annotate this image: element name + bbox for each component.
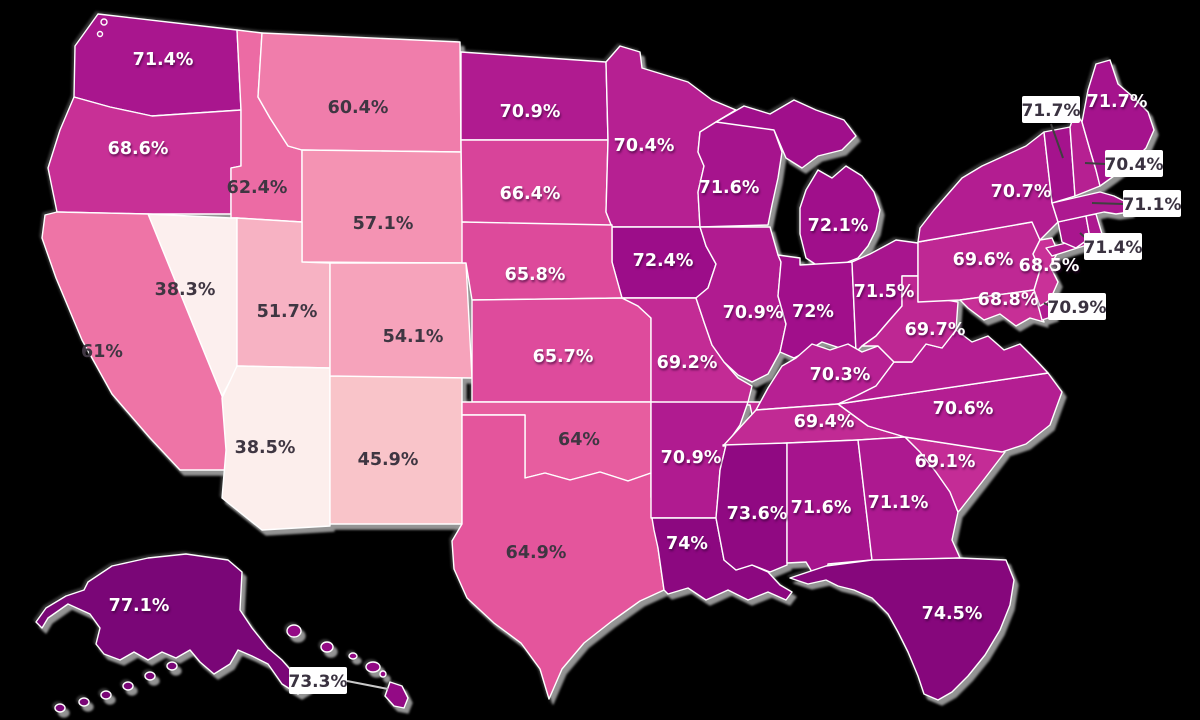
- leader-line-hawaii: [346, 680, 389, 690]
- state-mississippi[interactable]: [715, 442, 788, 573]
- hawaii-island[interactable]: [320, 641, 334, 653]
- state-wyoming[interactable]: [301, 149, 464, 264]
- callout-box-new-hampshire: [1105, 150, 1163, 177]
- callout-vermont: 71.7%: [1022, 96, 1081, 159]
- state-colorado[interactable]: [329, 262, 473, 379]
- state-south-carolina[interactable]: [904, 436, 1006, 513]
- callout-hawaii: 73.3%: [289, 667, 389, 694]
- state-florida[interactable]: [789, 557, 1015, 701]
- state-arizona[interactable]: [221, 365, 331, 531]
- callout-box-massachusetts: [1123, 190, 1181, 217]
- hawaii-island[interactable]: [348, 652, 358, 660]
- state-alaska[interactable]: [35, 553, 309, 695]
- state-north-dakota[interactable]: [460, 51, 609, 141]
- callout-box-hawaii: [289, 667, 347, 694]
- callout-value-connecticut: 71.4%: [1084, 238, 1143, 258]
- callout-labels: 71.7% 70.4% 71.1% 71.4% 70.9% 73.3%: [289, 96, 1182, 694]
- leader-line-new-hampshire: [1084, 162, 1106, 165]
- alaska-aleutian-island[interactable]: [78, 697, 90, 707]
- state-washington-island[interactable]: [96, 30, 104, 38]
- callout-value-new-hampshire: 70.4%: [1105, 155, 1164, 175]
- callout-delaware: 70.9%: [1043, 293, 1107, 320]
- leader-line-massachusetts: [1091, 202, 1124, 205]
- state-washington[interactable]: [73, 13, 242, 117]
- state-michigan-lower[interactable]: [799, 165, 881, 267]
- callout-box-vermont: [1022, 96, 1080, 123]
- hawaii-island[interactable]: [365, 661, 381, 673]
- state-texas[interactable]: [451, 414, 665, 700]
- state-nebraska[interactable]: [461, 221, 623, 301]
- callout-box-connecticut: [1084, 233, 1142, 260]
- state-new-york[interactable]: [917, 131, 1059, 243]
- hawaii-island[interactable]: [379, 670, 387, 678]
- callout-massachusetts: 71.1%: [1091, 190, 1182, 217]
- state-alabama[interactable]: [786, 439, 873, 579]
- state-north-carolina[interactable]: [837, 372, 1063, 453]
- state-kansas[interactable]: [471, 297, 652, 403]
- state-washington-island[interactable]: [100, 18, 108, 26]
- country-shape-group: [35, 13, 1155, 713]
- callout-value-hawaii: 73.3%: [289, 672, 348, 692]
- callout-new-hampshire: 70.4%: [1084, 150, 1164, 177]
- state-iowa[interactable]: [611, 226, 717, 299]
- callout-value-massachusetts: 71.1%: [1123, 195, 1182, 215]
- alaska-aleutian-island[interactable]: [100, 690, 112, 700]
- alaska-aleutian-island[interactable]: [122, 681, 134, 691]
- state-montana[interactable]: [257, 32, 462, 153]
- alaska-aleutian-island[interactable]: [166, 661, 178, 671]
- callout-value-delaware: 70.9%: [1048, 298, 1107, 318]
- callout-box-delaware: [1048, 293, 1106, 320]
- state-california[interactable]: [41, 211, 233, 471]
- state-michigan-upper[interactable]: [715, 99, 857, 169]
- callout-connecticut: 71.4%: [1079, 232, 1143, 260]
- alaska-aleutian-island[interactable]: [54, 703, 66, 713]
- alaska-aleutian-island[interactable]: [144, 671, 156, 681]
- state-south-dakota[interactable]: [460, 139, 613, 228]
- hawaii-big-island[interactable]: [384, 681, 409, 709]
- leader-line-vermont: [1050, 123, 1064, 159]
- hawaii-island[interactable]: [286, 624, 302, 638]
- state-indiana[interactable]: [777, 254, 857, 359]
- state-oregon[interactable]: [47, 96, 242, 215]
- state-new-mexico[interactable]: [329, 373, 463, 525]
- callout-value-vermont: 71.7%: [1022, 101, 1081, 121]
